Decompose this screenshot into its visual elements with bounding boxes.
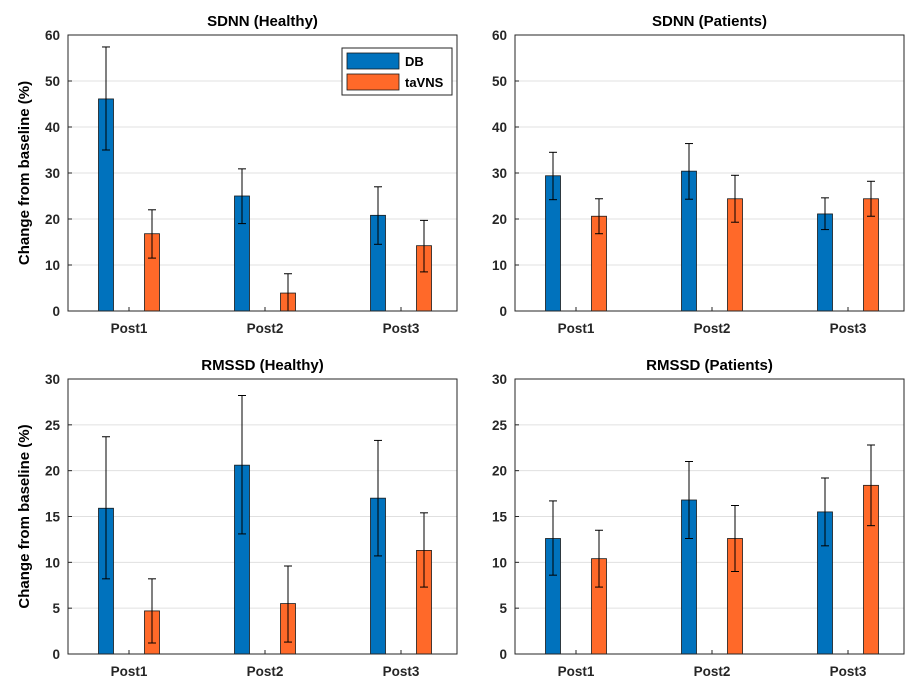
y-tick-label: 40 [492, 120, 507, 135]
y-tick-label: 20 [492, 464, 507, 479]
legend-swatch-db [346, 52, 400, 70]
x-tick-label: Post2 [694, 321, 731, 336]
chart-panel-2: 0 10 20 30 40 50 60 Post1 Post2 Post3 SDNN (Patien… [492, 13, 905, 336]
axes-frame [67, 34, 458, 312]
y-tick-label: 40 [45, 120, 60, 135]
y-tick-label: 25 [45, 418, 61, 433]
y-tick-label: 50 [45, 74, 60, 89]
legend: DB taVNS [341, 47, 453, 96]
axes-frame [514, 34, 905, 312]
y-tick-label: 20 [492, 212, 507, 227]
y-tick-label: 25 [492, 418, 508, 433]
y-tick-label: 60 [492, 28, 507, 43]
y-tick-label: 30 [492, 372, 507, 387]
y-axis-label: Change from baseline (%) [16, 424, 33, 608]
x-tick-label: Post1 [111, 664, 148, 679]
chart-title: RMSSD (Patients) [646, 357, 773, 374]
x-tick-label: Post3 [383, 664, 420, 679]
y-tick-label: 0 [52, 304, 60, 319]
y-tick-label: 50 [492, 74, 507, 89]
y-tick-label: 0 [499, 647, 507, 662]
axes-frame [514, 378, 905, 655]
y-tick-label: 10 [45, 258, 60, 273]
legend-swatch-tavns [346, 73, 400, 91]
x-tick-label: Post2 [247, 664, 284, 679]
y-tick-label: 20 [45, 464, 60, 479]
x-tick-label: Post2 [694, 664, 731, 679]
chart-title: SDNN (Patients) [652, 13, 767, 30]
chart-panel-4: 0 5 10 15 20 25 30 Post1 Post2 Post3 RMSSD (Patien… [492, 357, 905, 679]
y-tick-label: 15 [45, 510, 61, 525]
chart-title: RMSSD (Healthy) [201, 357, 324, 374]
x-tick-label: Post1 [111, 321, 148, 336]
x-tick-label: Post2 [247, 321, 284, 336]
axes-frame [67, 378, 458, 655]
y-tick-label: 20 [45, 212, 60, 227]
y-tick-label: 10 [492, 258, 507, 273]
y-tick-label: 0 [499, 304, 507, 319]
y-tick-label: 60 [45, 28, 60, 43]
y-tick-label: 15 [492, 510, 508, 525]
y-tick-label: 30 [492, 166, 507, 181]
x-tick-label: Post1 [558, 321, 595, 336]
chart-title: SDNN (Healthy) [207, 13, 318, 30]
x-tick-label: Post3 [383, 321, 420, 336]
y-tick-label: 5 [499, 601, 507, 616]
y-axis-label: Change from baseline (%) [16, 81, 33, 265]
x-tick-label: Post3 [830, 321, 867, 336]
y-tick-label: 30 [45, 166, 60, 181]
y-tick-label: 10 [492, 555, 507, 570]
y-tick-label: 30 [45, 372, 60, 387]
legend-label-tavns: taVNS [405, 75, 444, 90]
y-tick-label: 0 [52, 647, 60, 662]
chart-panel-3: 0 5 10 15 20 25 30 Post1 Post2 Post3 RMSSD (Health… [16, 357, 458, 679]
x-tick-label: Post3 [830, 664, 867, 679]
y-tick-label: 5 [52, 601, 60, 616]
legend-label-db: DB [405, 54, 424, 69]
x-tick-label: Post1 [558, 664, 595, 679]
y-tick-label: 10 [45, 555, 60, 570]
